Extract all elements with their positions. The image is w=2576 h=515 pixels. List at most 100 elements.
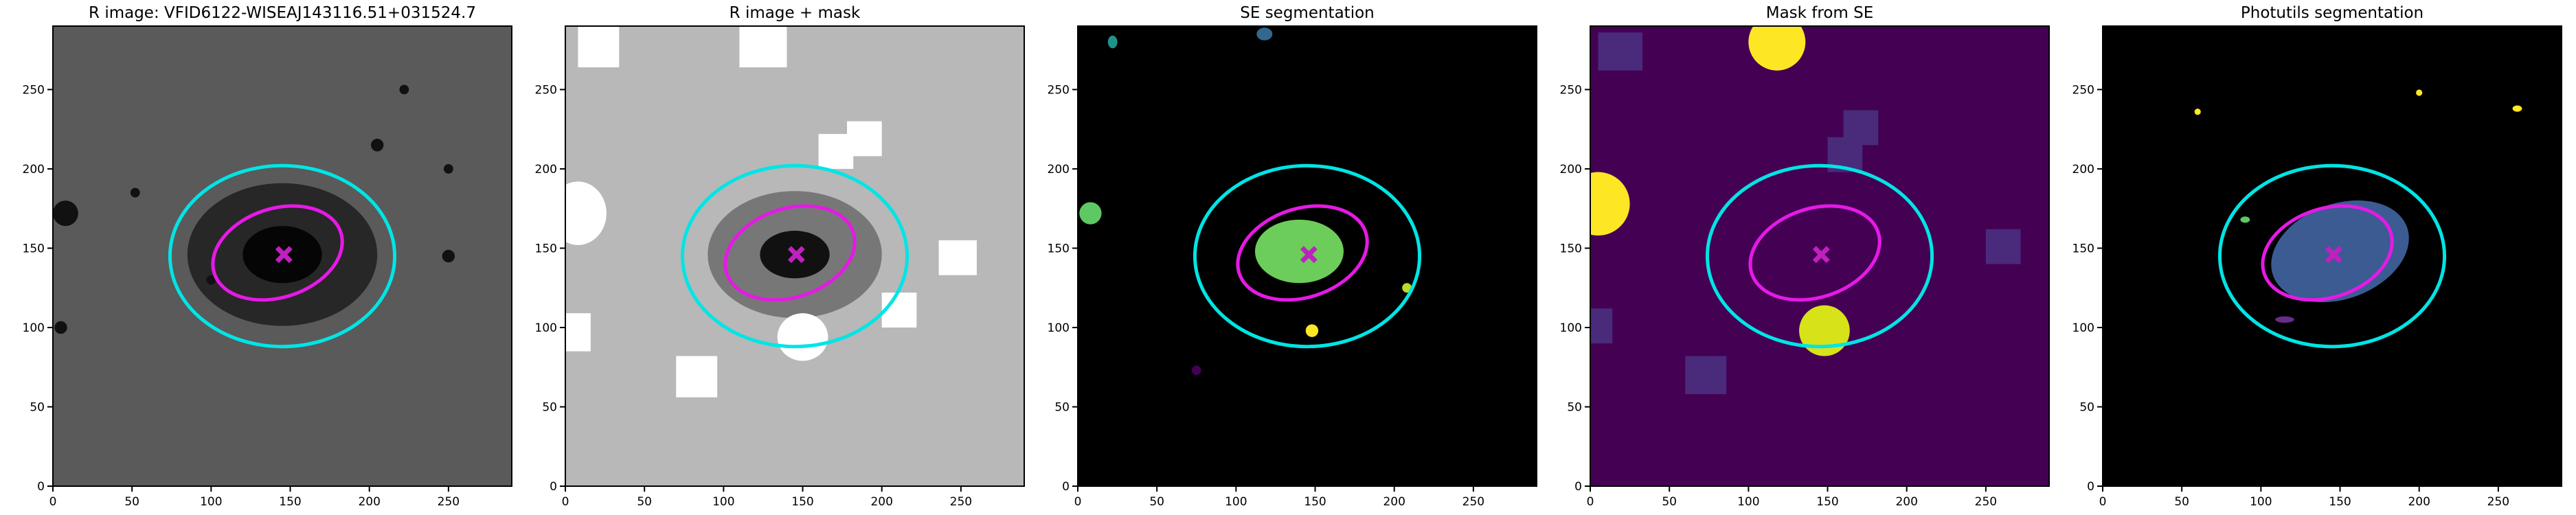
- mask-box: [578, 26, 620, 68]
- y-tick-label: 200: [2072, 163, 2094, 176]
- ellipse: [168, 163, 397, 349]
- source: [442, 249, 455, 263]
- mask-box: [676, 356, 718, 398]
- x-tick-label: 0: [49, 495, 57, 509]
- y-tick-label: 250: [1560, 83, 1582, 97]
- x-tick-label: 50: [637, 495, 652, 509]
- source: [1256, 27, 1273, 41]
- y-tick-label: 150: [1560, 242, 1582, 255]
- y-tick-label: 250: [1048, 83, 1070, 97]
- source: [1254, 219, 1344, 284]
- source: [2416, 89, 2423, 96]
- x-tick-label: 100: [1225, 495, 1247, 509]
- ellipse: [2261, 204, 2394, 302]
- x-tick-label: 200: [870, 495, 892, 509]
- mask-box: [881, 293, 917, 328]
- x-tick-label: 50: [2174, 495, 2189, 509]
- y-tick-label: 0: [1574, 480, 1582, 494]
- axes-frame: [1077, 25, 1537, 487]
- ellipse: [2217, 163, 2447, 349]
- source: [399, 84, 409, 95]
- panel-title: Photutils segmentation: [2241, 4, 2424, 22]
- mask-box: [739, 26, 787, 68]
- source: [1305, 324, 1319, 337]
- source: [443, 164, 453, 174]
- x-tick-label: 100: [712, 495, 734, 509]
- mask-box: [1985, 229, 2021, 264]
- panel: 0 50 100 150 200 250 0 50 100 150 200 250 Mask from …: [1560, 4, 2050, 509]
- y-tick-label: 150: [1048, 242, 1070, 255]
- x-tick-label: 200: [1383, 495, 1405, 509]
- x-tick-label: 200: [358, 495, 380, 509]
- x-tick-label: 250: [1975, 495, 1997, 509]
- center-marker: [1300, 246, 1318, 264]
- axes-frame: [52, 25, 512, 487]
- panel: 0 50 100 150 200 250 0 50 100 150 200 250 Photutils …: [2072, 4, 2562, 509]
- x-tick-label: 50: [1149, 495, 1164, 509]
- ellipse: [723, 204, 857, 302]
- ellipse: [1193, 163, 1422, 349]
- y-tick-label: 100: [535, 321, 557, 335]
- x-tick-label: 0: [1074, 495, 1082, 509]
- x-tick-label: 0: [2099, 495, 2107, 509]
- y-tick-label: 0: [2087, 480, 2094, 494]
- ellipse: [211, 204, 344, 302]
- y-tick-label: 100: [1048, 321, 1070, 335]
- x-tick-label: 150: [279, 495, 301, 509]
- x-tick-label: 100: [2250, 495, 2272, 509]
- mask-box: [847, 121, 882, 157]
- y-tick-label: 0: [37, 480, 45, 494]
- center-marker: [275, 246, 293, 264]
- y-tick-label: 200: [23, 163, 45, 176]
- axes-frame: [1590, 25, 2050, 487]
- source: [2275, 316, 2294, 323]
- y-tick-label: 50: [542, 400, 557, 414]
- source: [1748, 26, 1806, 71]
- panel-title: SE segmentation: [1240, 4, 1374, 22]
- y-tick-label: 100: [1560, 321, 1582, 335]
- center-marker: [1812, 246, 1830, 264]
- x-tick-label: 150: [2329, 495, 2351, 509]
- source: [1590, 172, 1630, 236]
- source: [1079, 202, 1102, 225]
- mask-box: [565, 313, 591, 352]
- source: [2194, 108, 2201, 115]
- x-tick-label: 200: [2408, 495, 2430, 509]
- x-tick-label: 200: [1895, 495, 1917, 509]
- y-tick-label: 200: [1048, 163, 1070, 176]
- ellipse: [1748, 204, 1882, 302]
- panel-title: Mask from SE: [1766, 4, 1874, 22]
- mask-box: [1685, 356, 1727, 394]
- source: [54, 321, 67, 334]
- panel: 0 50 100 150 200 250 0 50 100 150 200 250 SE segment…: [1048, 4, 1537, 509]
- source: [1402, 283, 1412, 293]
- y-tick-label: 100: [23, 321, 45, 335]
- x-tick-label: 100: [1737, 495, 1759, 509]
- image: [2103, 26, 2562, 486]
- center-marker: [787, 246, 805, 264]
- source: [206, 275, 216, 285]
- source: [777, 313, 828, 361]
- source: [2512, 105, 2522, 112]
- mask-box: [1598, 32, 1643, 71]
- panel-title: R image: VFID6122-WISEAJ143116.51+031524…: [89, 4, 476, 22]
- y-tick-label: 0: [550, 480, 557, 494]
- source: [53, 201, 78, 227]
- y-tick-label: 150: [2072, 242, 2094, 255]
- x-tick-label: 50: [124, 495, 139, 509]
- x-tick-label: 150: [791, 495, 813, 509]
- mask-box: [938, 240, 977, 275]
- x-tick-label: 150: [1816, 495, 1838, 509]
- center-marker: [2325, 246, 2342, 264]
- y-tick-label: 50: [1567, 400, 1582, 414]
- axes-frame: [565, 25, 1025, 487]
- mask-box: [1590, 308, 1613, 344]
- source: [2240, 216, 2250, 223]
- ellipse: [1236, 204, 1369, 302]
- source: [565, 181, 607, 245]
- y-tick-label: 200: [535, 163, 557, 176]
- x-tick-label: 150: [1304, 495, 1326, 509]
- y-tick-label: 150: [23, 242, 45, 255]
- y-tick-label: 100: [2072, 321, 2094, 335]
